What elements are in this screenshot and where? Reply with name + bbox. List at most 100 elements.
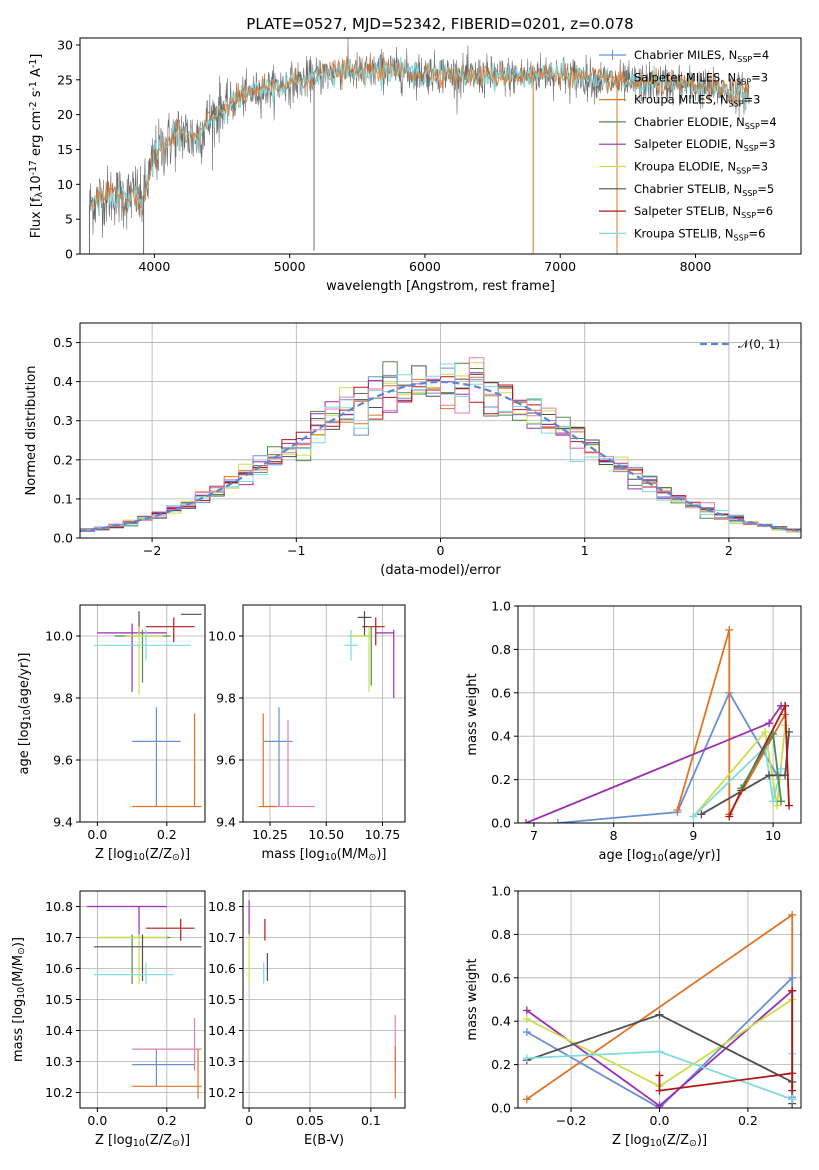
weight-point-marker (765, 771, 774, 780)
plot-content (88, 38, 750, 254)
x-axis-label: wavelength [Angstrom, rest frame] (326, 279, 555, 294)
weight-series-line (692, 745, 782, 818)
x-tick-label: 6000 (409, 259, 441, 274)
y-tick-label: 0.2 (491, 772, 511, 787)
weight-series-line (676, 629, 786, 818)
x-tick-label: 7000 (544, 259, 576, 274)
y-tick-label: 5 (65, 212, 73, 227)
weight-series-line (525, 705, 782, 823)
y-tick-label: 0.1 (53, 491, 73, 506)
errorbar-point (344, 629, 358, 661)
y-axis-label: Normed distribution (24, 366, 39, 496)
weight-point-marker (521, 819, 530, 823)
errorbar-point (93, 934, 202, 981)
errorbar-point (132, 713, 202, 808)
y-tick-label: 10.0 (208, 629, 236, 644)
weight-point-marker (788, 910, 797, 919)
x-tick-label: 8 (610, 828, 618, 843)
x-tick-label: 2 (725, 543, 733, 558)
y-tick-label: 25 (57, 72, 73, 87)
y-tick-label: 10.6 (45, 961, 73, 976)
legend-entry: Kroupa ELODIE, NSSP=3 (634, 160, 768, 176)
x-tick-label: 1 (581, 543, 589, 558)
errorbar-point (375, 629, 395, 698)
panel-mass-vs-EBV: 0 0.05 0.1 10.2 10.3 10.4 10.5 10.6 10.7 10.8 E(B-… (208, 890, 406, 1148)
x-tick-label: −2 (143, 543, 161, 558)
weight-point-marker (761, 727, 770, 736)
weight-point-marker (655, 1047, 664, 1056)
x-tick-label: 0.0 (87, 1113, 107, 1128)
y-tick-label: 10.5 (45, 992, 73, 1007)
y-axis-label: age [log10(age/yr)] (17, 653, 33, 775)
normal-curve (80, 380, 801, 533)
x-tick-label: 0.2 (738, 1113, 758, 1128)
y-tick-label: 0.3 (53, 413, 73, 428)
y-tick-label: 9.4 (53, 815, 73, 830)
x-tick-label: −0.2 (556, 1113, 586, 1128)
plot-content (522, 910, 797, 1108)
plot-content (258, 611, 395, 808)
x-axis-label: Z [log10(Z/Z⊙)] (95, 1133, 190, 1149)
x-tick-label: 0.2 (157, 827, 177, 842)
axes-frame (517, 605, 802, 824)
x-tick-label: −1 (287, 543, 305, 558)
legend-entry: Chabrier MILES, NSSP=4 (634, 48, 769, 64)
panel-weight-vs-Z: −0.2 0.0 0.2 0.0 0.2 0.4 0.6 0.8 1.0 Z [log10(Z/Z… (465, 884, 802, 1149)
y-tick-label: 0.0 (491, 816, 511, 831)
spectrum-model-line (89, 56, 750, 216)
x-axis-label: mass [log10(M/M⊙)] (262, 847, 387, 863)
errorbar-point (97, 623, 167, 692)
errorbar-point (114, 629, 171, 683)
panel-residuals: −2 −1 0 1 2 0.0 0.1 0.2 0.3 0.4 0.5 (data-model)/er… (24, 322, 802, 578)
y-tick-label: 10.2 (45, 1085, 73, 1100)
weight-point-marker (522, 1095, 531, 1104)
y-tick-label: 0.4 (53, 374, 73, 389)
weight-point-marker (655, 1086, 664, 1095)
y-tick-label: 0.0 (491, 1101, 511, 1116)
x-tick-label: 0 (437, 543, 445, 558)
y-tick-label: 0.6 (491, 685, 511, 700)
weight-point-marker (737, 784, 746, 793)
weight-point-marker (655, 1101, 664, 1108)
errorbar-point (132, 707, 181, 807)
legend-entry: 𝒩(0, 1) (738, 337, 780, 351)
y-tick-label: 9.8 (53, 691, 73, 706)
y-tick-label: 30 (57, 37, 73, 52)
x-tick-label: 4000 (138, 259, 170, 274)
panel-mass-vs-Z: 0.0 0.2 10.2 10.3 10.4 10.5 10.6 10.7 10.8 Z [log… (11, 890, 206, 1149)
legend-entry: Salpeter MILES, NSSP=3 (634, 70, 768, 86)
y-tick-label: 0.2 (491, 1057, 511, 1072)
x-tick-label: 9 (689, 828, 697, 843)
y-tick-label: 15 (57, 142, 73, 157)
x-tick-label: 10.25 (252, 827, 288, 842)
y-tick-label: 0.4 (491, 1014, 511, 1029)
errorbar-point (97, 934, 167, 984)
weight-point-marker (522, 1054, 531, 1063)
weight-point-marker (522, 1006, 531, 1015)
y-tick-label: 0 (65, 247, 73, 262)
y-tick-label: 10.3 (45, 1054, 73, 1069)
weight-point-marker (697, 810, 706, 819)
x-axis-label: (data-model)/error (380, 563, 501, 578)
x-tick-label: 10.75 (365, 827, 401, 842)
legend-entry: Kroupa MILES, NSSP=3 (634, 93, 760, 109)
legend-marker (607, 72, 618, 83)
weight-point-marker (788, 973, 797, 982)
weight-point-marker (553, 819, 562, 823)
errorbar-point (125, 626, 164, 695)
x-tick-label: 0.2 (157, 1113, 177, 1128)
y-tick-label: 9.4 (216, 815, 236, 830)
plot-content (80, 357, 801, 538)
errorbar-point (97, 934, 171, 984)
legend-marker (607, 50, 618, 60)
weight-point-marker (788, 986, 797, 995)
y-tick-label: 9.6 (53, 753, 73, 768)
legend-entry: Chabrier ELODIE, NSSP=4 (634, 115, 777, 131)
x-tick-label: 0.0 (87, 827, 107, 842)
errorbar-point (258, 713, 277, 808)
y-tick-label: 0.8 (491, 927, 511, 942)
y-tick-label: 10.8 (208, 899, 236, 914)
y-tick-label: 0.0 (53, 531, 73, 546)
panel-age-vs-mass: 10.25 10.50 10.75 9.4 9.6 9.8 10.0 mass [log10(… (208, 604, 406, 863)
